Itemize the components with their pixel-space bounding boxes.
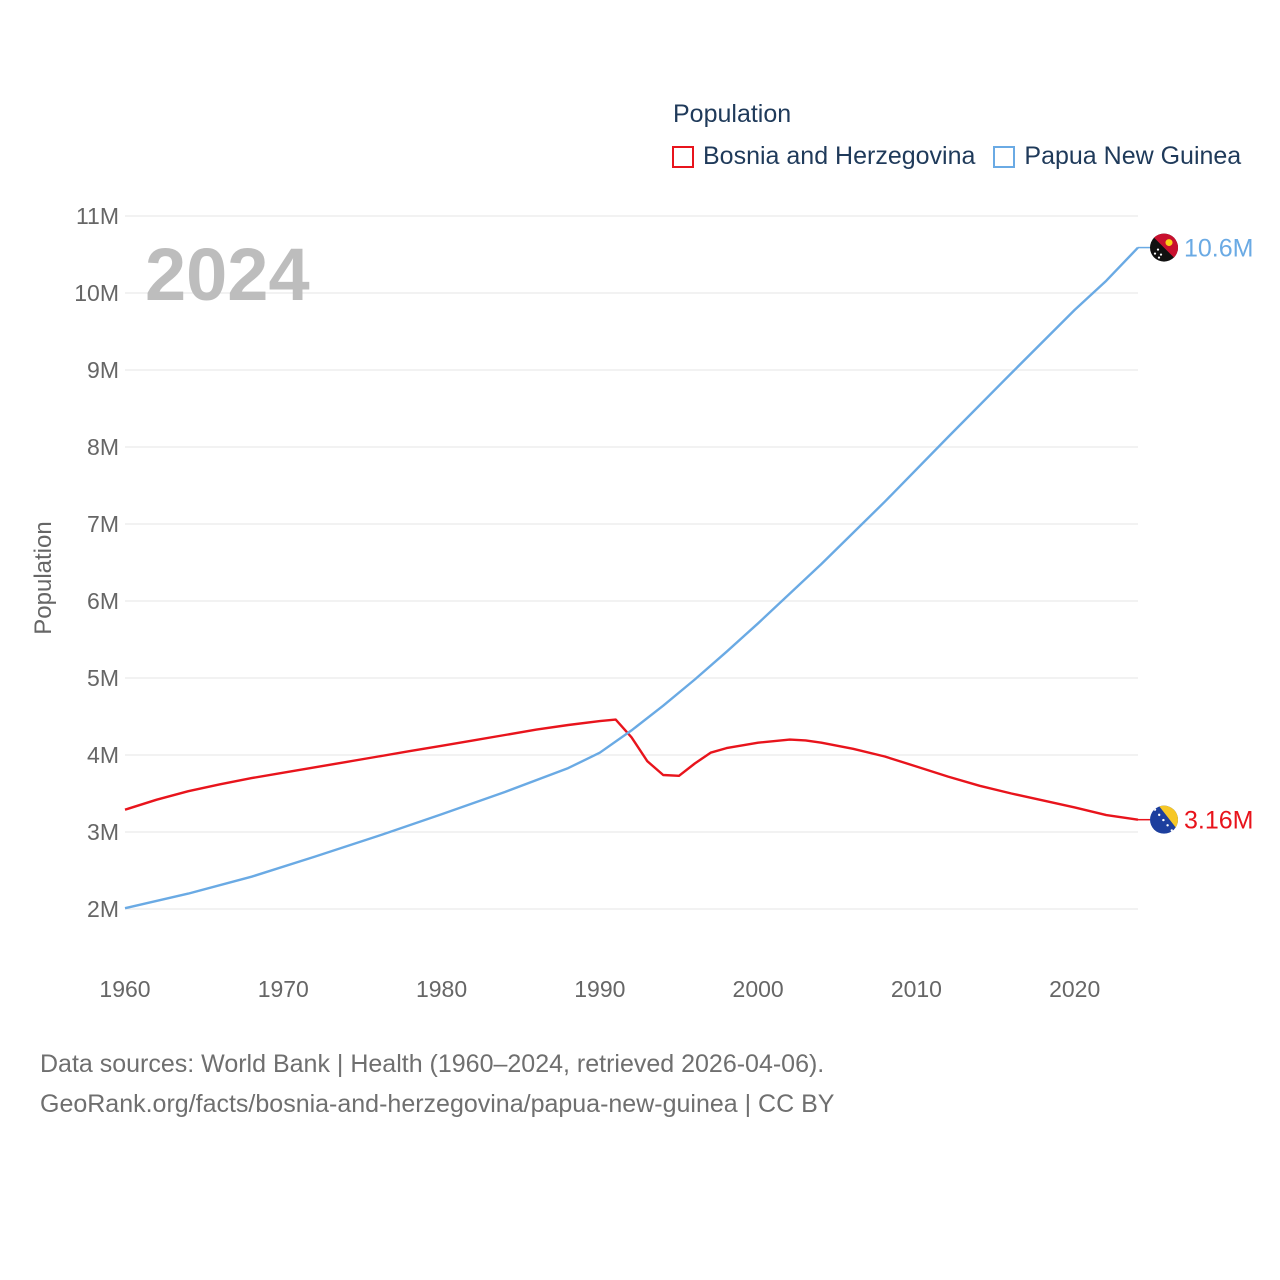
legend-label-bosnia-and-herzegovina: Bosnia and Herzegovina [703, 142, 976, 170]
x-tick-label: 1970 [258, 976, 309, 1002]
y-tick-label: 5M [87, 665, 119, 691]
footer-data-sources: Data sources: World Bank | Health (1960–… [40, 1050, 825, 1078]
series-line-bosnia-and-herzegovina[interactable] [124, 718, 1139, 821]
series-line-papua-new-guinea[interactable] [124, 246, 1139, 910]
y-tick-label: 4M [87, 742, 119, 768]
x-tick-label: 1980 [416, 976, 467, 1002]
x-tick-label: 2020 [1049, 976, 1100, 1002]
footer: Data sources: World Bank | Health (1960–… [40, 1044, 834, 1124]
legend-item-bosnia-and-herzegovina[interactable]: Bosnia and Herzegovina [672, 142, 975, 171]
y-tick-label: 6M [87, 588, 119, 614]
y-axis-label: Population [30, 521, 57, 634]
x-axis-ticks: 1960 1970 1980 1990 2000 2010 2020 [99, 976, 1100, 1002]
legend-swatch-bosnia-and-herzegovina [672, 145, 694, 168]
series-lines [124, 246, 1139, 910]
x-tick-label: 1960 [99, 976, 150, 1002]
y-tick-label: 9M [87, 357, 119, 383]
legend-label-papua-new-guinea: Papua New Guinea [1024, 142, 1242, 170]
legend: Bosnia and Herzegovina Papua New Guinea [672, 142, 1259, 171]
year-watermark: 2024 [145, 233, 310, 316]
x-tick-label: 2010 [891, 976, 942, 1002]
y-tick-label: 2M [87, 896, 119, 922]
papua-new-guinea-flag-icon [1150, 233, 1178, 262]
y-axis-ticks: 2M 3M 4M 5M 6M 7M 8M 9M 10M 11M [74, 203, 119, 922]
x-tick-label: 2000 [733, 976, 784, 1002]
footer-attribution-link[interactable]: GeoRank.org/facts/bosnia-and-herzegovina… [40, 1090, 835, 1118]
y-tick-label: 3M [87, 819, 119, 845]
y-tick-label: 10M [74, 280, 119, 306]
end-value-label-papua-new-guinea: 10.6M [1184, 235, 1253, 263]
series-end-markers: 3.16M 10.6M [1138, 233, 1253, 835]
gridlines [125, 215, 1138, 910]
legend-title: Population [673, 100, 792, 128]
y-tick-label: 7M [87, 511, 119, 537]
end-value-label-bosnia-and-herzegovina: 3.16M [1184, 807, 1253, 835]
legend-item-papua-new-guinea[interactable]: Papua New Guinea [993, 142, 1241, 171]
legend-swatch-papua-new-guinea [993, 145, 1016, 168]
line-chart: 2M 3M 4M 5M 6M 7M 8M 9M 10M 11M 1960 1970 1980 1990 2… [30, 203, 1253, 1002]
bosnia-herzegovina-flag-icon [1150, 805, 1178, 834]
y-tick-label: 11M [76, 203, 119, 229]
y-tick-label: 8M [87, 434, 119, 460]
x-tick-label: 1990 [574, 976, 625, 1002]
